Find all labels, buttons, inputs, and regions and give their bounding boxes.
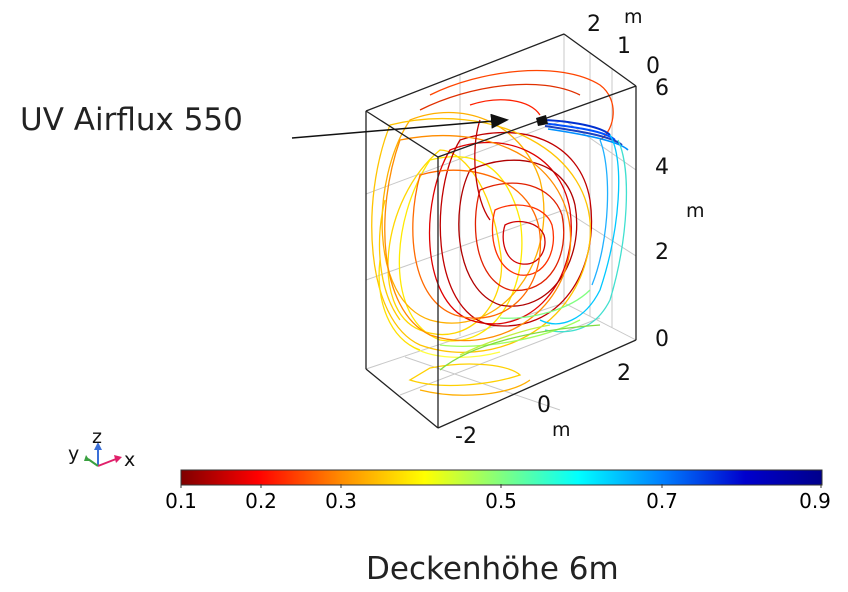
x-tick-label: 2 <box>617 361 631 386</box>
triad-x-label: x <box>124 449 136 471</box>
z-tick-label: 2 <box>655 240 669 265</box>
device-marker <box>536 115 548 126</box>
colorbar-tick-label: 0.1 <box>165 489 197 513</box>
x-tick-label: -2 <box>455 424 477 449</box>
figure-caption: Deckenhöhe 6m <box>366 551 619 587</box>
colorbar-tick-label: 0.3 <box>325 489 357 513</box>
x-tick-label: 0 <box>537 393 551 418</box>
annotation-arrow <box>291 113 509 139</box>
streamlines <box>371 69 629 396</box>
colorbar-tick-label: 0.2 <box>245 489 277 513</box>
device-label: UV Airflux 550 <box>20 102 243 138</box>
colorbar <box>180 469 823 486</box>
triad-z-label: z <box>92 426 102 448</box>
colorbar-tick-marks <box>180 484 822 488</box>
triad-y-label: y <box>68 443 80 465</box>
box-frame <box>365 33 637 429</box>
y-tick-label: 2 <box>587 12 601 37</box>
colorbar-tick-label: 0.9 <box>799 489 831 513</box>
z-axis-unit: m <box>686 200 705 222</box>
z-tick-label: 4 <box>655 155 669 180</box>
y-tick-label: 0 <box>646 54 660 79</box>
x-axis-unit: m <box>552 419 571 441</box>
axis-triad <box>84 442 122 467</box>
z-tick-label: 6 <box>655 76 669 101</box>
colorbar-tick-label: 0.5 <box>485 489 517 513</box>
z-tick-label: 0 <box>655 327 669 352</box>
y-tick-label: 1 <box>617 34 631 59</box>
colorbar-tick-label: 0.7 <box>646 489 678 513</box>
y-axis-unit: m <box>624 6 643 28</box>
box-grid <box>365 33 637 411</box>
